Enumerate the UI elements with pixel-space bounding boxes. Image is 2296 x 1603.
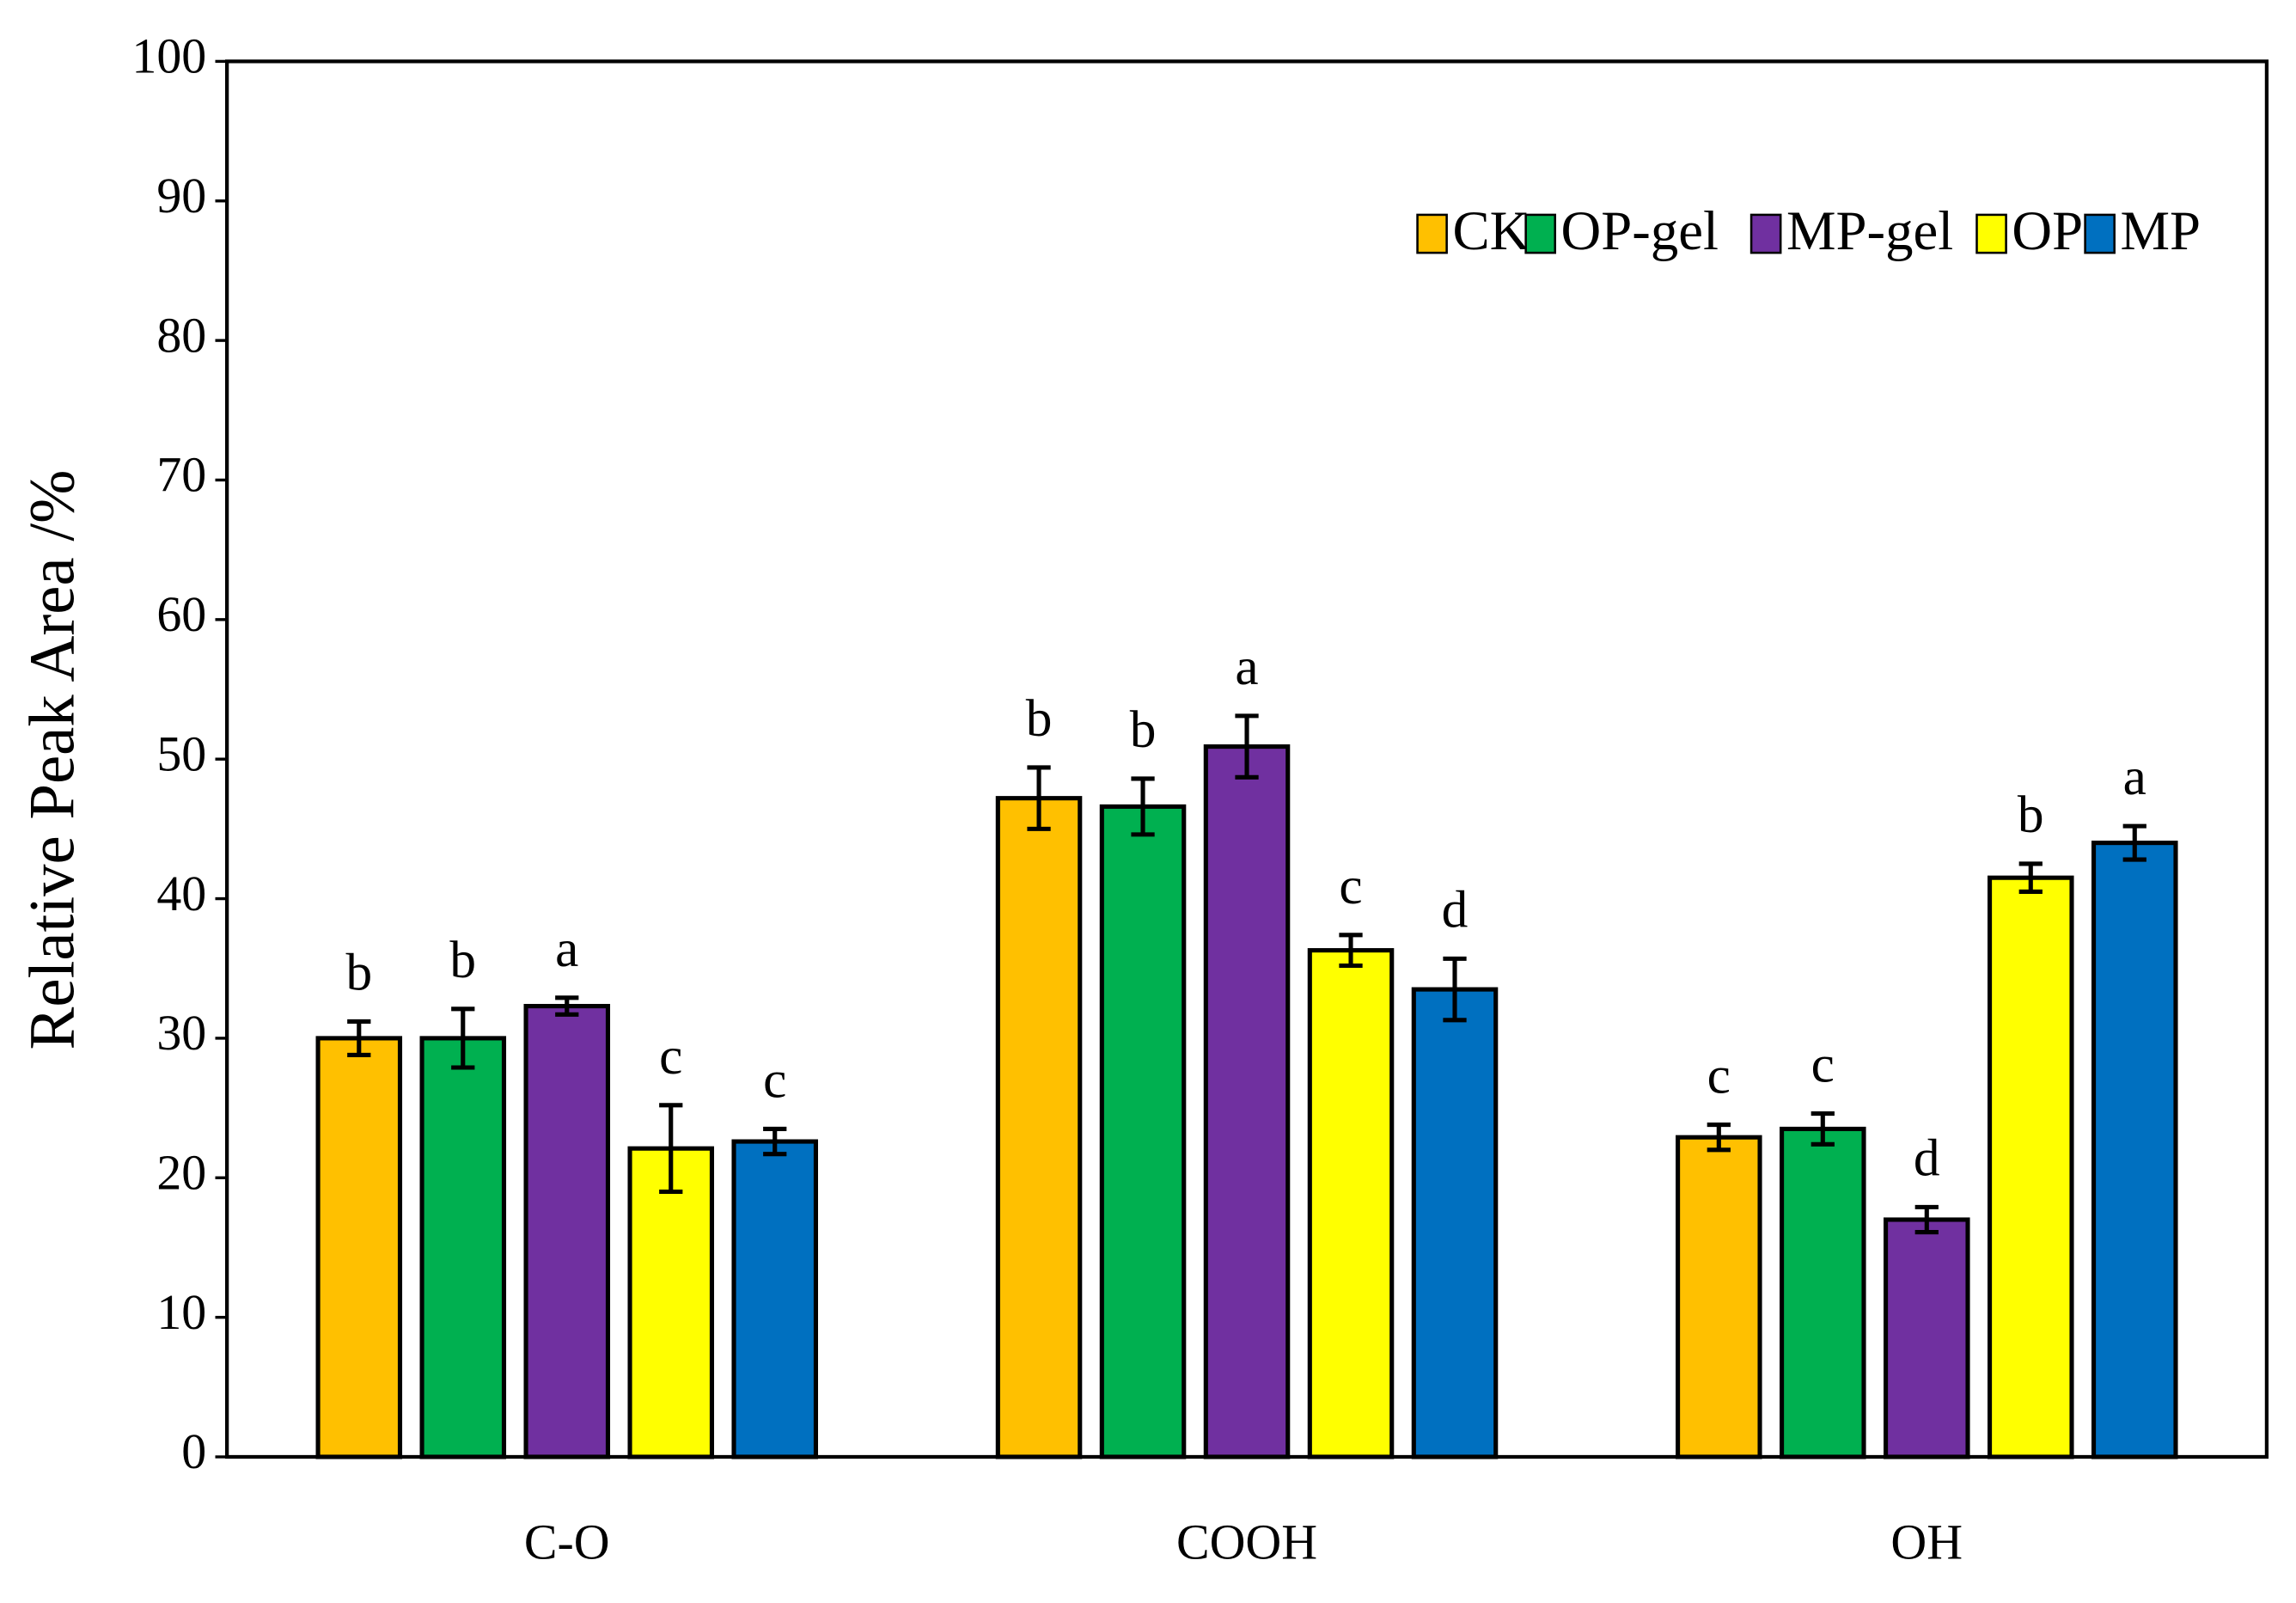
significance-letter: b: [1130, 701, 1157, 759]
y-tick-label: 20: [156, 1145, 206, 1201]
error-bar: [1707, 1123, 1731, 1153]
x-tick-label: COOH: [1176, 1514, 1317, 1570]
significance-letter: c: [1339, 857, 1362, 915]
legend-swatch: [1749, 213, 1782, 254]
significance-letter: d: [1914, 1129, 1940, 1187]
legend-label: OP-gel: [1561, 199, 1719, 261]
y-tick-label: 0: [181, 1423, 206, 1479]
error-bar: [347, 1019, 371, 1057]
bar: [1988, 875, 2074, 1459]
y-tick-label: 60: [156, 586, 206, 642]
legend-swatch: [1416, 213, 1448, 254]
error-bar: [1027, 765, 1051, 831]
bar: [1884, 1217, 1970, 1459]
error-bar: [1235, 713, 1259, 780]
significance-letter: b: [345, 944, 372, 1002]
bar: [1307, 948, 1395, 1459]
error-bar: [1339, 933, 1363, 969]
error-bar: [2018, 861, 2043, 894]
legend-label: MP: [2121, 199, 2201, 261]
bar: [1676, 1135, 1762, 1459]
legend-swatch: [1975, 213, 2007, 254]
bar: [1099, 804, 1187, 1459]
significance-letter: c: [763, 1051, 786, 1110]
error-bar: [1914, 1204, 1939, 1235]
y-tick-label: 50: [156, 726, 206, 782]
legend-label: CK: [1452, 199, 1530, 261]
legend-swatch: [1524, 213, 1557, 254]
y-tick-label: 100: [131, 28, 206, 84]
significance-letter: c: [1811, 1036, 1835, 1094]
error-bar: [451, 1006, 475, 1070]
bar: [1780, 1126, 1866, 1459]
significance-letter: b: [449, 931, 476, 989]
significance-letter: b: [2018, 786, 2044, 844]
significance-letter: c: [659, 1027, 682, 1086]
error-bar: [763, 1126, 787, 1157]
y-axis-label: Relative Peak Area /%: [16, 470, 88, 1050]
significance-letter: c: [1707, 1047, 1731, 1105]
significance-letter: a: [1235, 638, 1258, 696]
x-tick-label: OH: [1890, 1514, 1963, 1570]
error-bar: [659, 1103, 683, 1195]
y-tick-label: 90: [156, 168, 206, 223]
legend-label: MP-gel: [1786, 199, 1953, 261]
bar: [627, 1146, 715, 1459]
y-tick-label: 70: [156, 447, 206, 503]
bar: [315, 1036, 403, 1459]
error-bar: [1443, 956, 1467, 1023]
y-tick-label: 40: [156, 866, 206, 921]
bar: [1411, 987, 1499, 1459]
significance-letter: b: [1026, 689, 1053, 748]
error-bar: [2122, 823, 2146, 862]
bar: [419, 1036, 507, 1459]
y-tick-label: 10: [156, 1284, 206, 1340]
legend-label: OP: [2012, 199, 2083, 261]
error-bar: [1811, 1111, 1835, 1147]
x-tick-label: C-O: [524, 1514, 610, 1570]
bar: [1203, 744, 1291, 1459]
y-tick-label: 30: [156, 1005, 206, 1061]
error-bar: [555, 995, 579, 1017]
error-bar: [1131, 776, 1155, 837]
legend-swatch: [2084, 213, 2116, 254]
bar: [995, 796, 1083, 1459]
bar: [2091, 841, 2178, 1459]
bar: [523, 1004, 611, 1459]
significance-letter: a: [2123, 748, 2146, 806]
significance-letter: a: [555, 920, 578, 978]
y-tick-label: 80: [156, 307, 206, 363]
significance-letter: d: [1442, 880, 1469, 939]
bar: [731, 1139, 819, 1459]
